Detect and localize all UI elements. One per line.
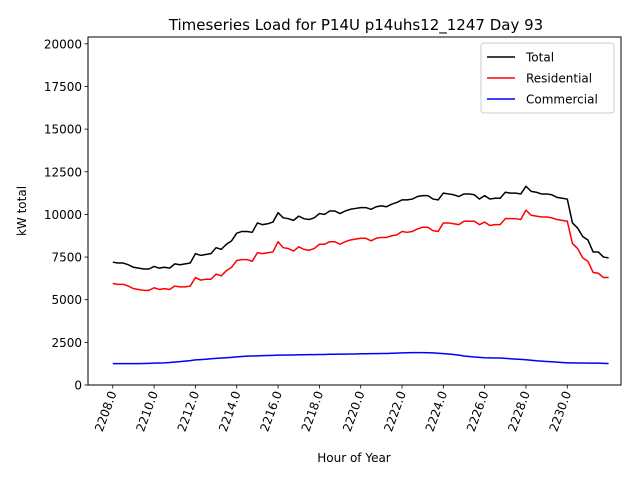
- y-tick-label: 10000: [44, 208, 82, 222]
- series-line-commercial: [112, 351, 609, 365]
- x-tick-label: 2214.0: [216, 389, 244, 433]
- plot-frame: [87, 36, 622, 386]
- y-tick-label: 5000: [51, 293, 82, 307]
- x-tick-label: 2220.0: [340, 389, 368, 433]
- plot-lines: [112, 185, 609, 365]
- y-tick-label: 0: [74, 379, 82, 393]
- x-tick-label: 2208.0: [92, 389, 120, 433]
- y-tick-label: 20000: [44, 37, 82, 51]
- y-tick-label: 17500: [44, 80, 82, 94]
- series-line-total: [112, 185, 609, 270]
- x-tick-label: 2228.0: [505, 389, 533, 433]
- legend-label-residential: Residential: [526, 72, 592, 86]
- y-tick-label: 2500: [51, 336, 82, 350]
- y-tick-label: 15000: [44, 123, 82, 137]
- chart-title: Timeseries Load for P14U p14uhs12_1247 D…: [168, 16, 543, 35]
- y-tick-label: 7500: [51, 251, 82, 265]
- x-tick-label: 2224.0: [423, 389, 451, 433]
- x-tick-label: 2212.0: [175, 389, 203, 433]
- series-line-residential: [112, 209, 609, 292]
- x-tick-label: 2226.0: [464, 389, 492, 433]
- legend-box: [480, 42, 615, 114]
- x-tick-label: 2210.0: [133, 389, 161, 433]
- legend-label-commercial: Commercial: [526, 93, 598, 107]
- x-axis-label: Hour of Year: [317, 451, 391, 465]
- x-tick-label: 2216.0: [257, 389, 285, 433]
- x-tick-label: 2230.0: [547, 389, 575, 433]
- legend: Total Residential Commercial: [480, 42, 615, 114]
- legend-label-total: Total: [525, 51, 554, 65]
- x-tick-label: 2222.0: [381, 389, 409, 433]
- y-tick-label: 12500: [44, 165, 82, 179]
- y-axis-label: kW total: [15, 186, 29, 236]
- x-tick-label: 2218.0: [299, 389, 327, 433]
